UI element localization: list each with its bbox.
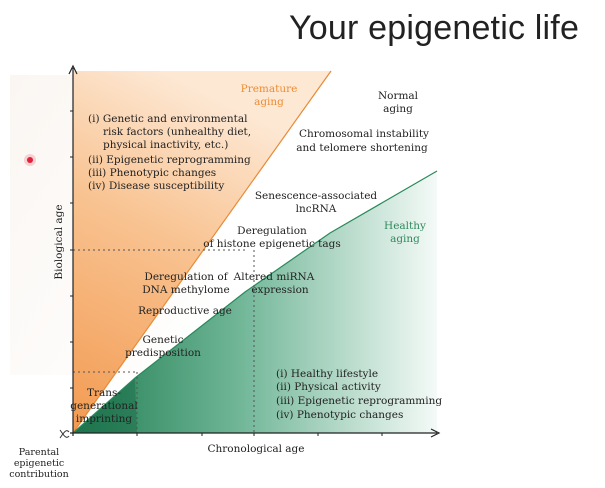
- svg-text:Normal: Normal: [378, 90, 419, 102]
- svg-text:(iii) Epigenetic reprogramming: (iii) Epigenetic reprogramming: [276, 395, 442, 407]
- svg-text:aging: aging: [383, 103, 413, 115]
- svg-text:(ii) Epigenetic reprogramming: (ii) Epigenetic reprogramming: [88, 154, 251, 166]
- svg-text:physical inactivity, etc.): physical inactivity, etc.): [103, 139, 228, 151]
- genetic-predisposition-label: Genetic predisposition: [125, 334, 201, 359]
- healthy-boundary-line: [72, 170, 438, 434]
- svg-text:Chromosomal instability: Chromosomal instability: [299, 128, 429, 140]
- svg-text:Deregulation: Deregulation: [237, 225, 307, 237]
- premature-aging-label: Premature aging: [241, 83, 298, 108]
- y-axis-ticks: [70, 110, 73, 389]
- lncrna-label: Senescence-associated lncRNA: [255, 190, 378, 215]
- x-axis-arrow: [430, 428, 441, 438]
- svg-text:Senescence-associated: Senescence-associated: [255, 190, 378, 202]
- svg-text:(i) Genetic and environmental: (i) Genetic and environmental: [88, 113, 248, 125]
- premature-boundary-line: [72, 70, 332, 434]
- svg-text:lncRNA: lncRNA: [296, 203, 337, 215]
- laser-pointer-dot: [27, 157, 33, 163]
- svg-text:(iii) Phenotypic changes: (iii) Phenotypic changes: [88, 167, 216, 179]
- chromosomal-instability-label: Chromosomal instability and telomere sho…: [296, 128, 429, 154]
- svg-text:epigenetic: epigenetic: [14, 458, 64, 469]
- svg-text:DNA methylome: DNA methylome: [142, 284, 229, 296]
- reproductive-age-label: Reproductive age: [138, 305, 232, 317]
- svg-text:risk factors (unhealthy diet,: risk factors (unhealthy diet,: [103, 126, 251, 138]
- svg-text:expression: expression: [251, 284, 309, 296]
- svg-text:and telomere shortening: and telomere shortening: [296, 142, 428, 154]
- transgenerational-imprinting-label: Trans- generational imprinting: [70, 387, 138, 425]
- x-axis-ticks: [136, 433, 383, 436]
- svg-text:Altered miRNA: Altered miRNA: [233, 271, 315, 283]
- svg-text:(ii) Physical activity: (ii) Physical activity: [276, 381, 381, 393]
- svg-text:Parental: Parental: [19, 447, 59, 458]
- risk-factors-list: (i) Genetic and environmental risk facto…: [88, 113, 251, 192]
- dna-helix-icon: [59, 429, 70, 439]
- histone-tags-label: Deregulation of histone epigenetic tags: [203, 225, 341, 250]
- svg-text:Premature: Premature: [241, 83, 298, 95]
- svg-text:generational: generational: [70, 400, 138, 412]
- svg-text:aging: aging: [390, 233, 420, 245]
- svg-text:(iv) Phenotypic changes: (iv) Phenotypic changes: [276, 409, 403, 421]
- svg-text:Trans-: Trans-: [87, 387, 121, 399]
- origin-label: Parental epigenetic contribution: [9, 447, 68, 480]
- slide-title: Your epigenetic life: [289, 9, 580, 47]
- x-axis-label: Chronological age: [207, 443, 304, 455]
- svg-text:Deregulation of: Deregulation of: [144, 271, 228, 283]
- healthy-aging-label: Healthy aging: [384, 220, 426, 245]
- svg-text:contribution: contribution: [9, 469, 68, 480]
- svg-text:predisposition: predisposition: [125, 347, 201, 359]
- svg-text:Healthy: Healthy: [384, 220, 426, 232]
- svg-text:Genetic: Genetic: [142, 334, 183, 346]
- svg-text:(iv) Disease susceptibility: (iv) Disease susceptibility: [88, 180, 224, 192]
- svg-text:of histone epigenetic tags: of histone epigenetic tags: [203, 238, 341, 250]
- dna-methylome-label: Deregulation of DNA methylome: [142, 271, 229, 296]
- svg-text:imprinting: imprinting: [76, 413, 133, 425]
- svg-text:aging: aging: [254, 96, 284, 108]
- y-axis-label: Biological age: [53, 204, 65, 279]
- healthy-aging-region: [73, 171, 437, 433]
- svg-text:(i) Healthy lifestyle: (i) Healthy lifestyle: [276, 368, 378, 380]
- mirna-label: Altered miRNA expression: [233, 271, 315, 296]
- normal-aging-label: Normal aging: [378, 90, 419, 115]
- healthy-factors-list: (i) Healthy lifestyle (ii) Physical acti…: [276, 368, 442, 421]
- y-axis-arrow: [68, 64, 78, 75]
